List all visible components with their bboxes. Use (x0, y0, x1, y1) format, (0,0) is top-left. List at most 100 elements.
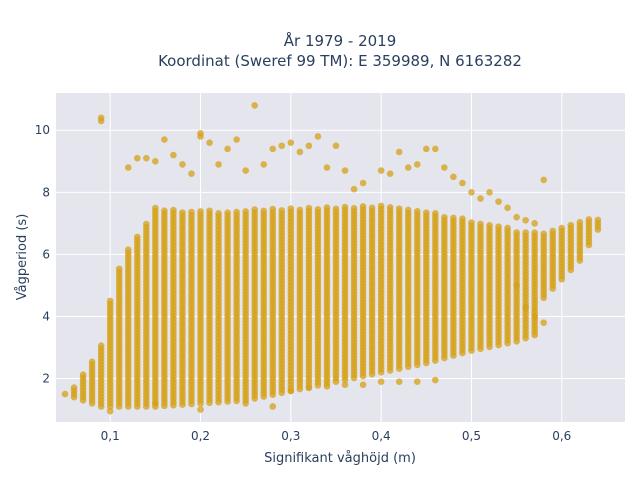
data-point (124, 246, 132, 253)
data-point (395, 205, 403, 212)
chart-subtitle: Koordinat (Sweref 99 TM): E 359989, N 61… (158, 52, 522, 70)
data-point (341, 167, 349, 174)
data-point (368, 204, 376, 212)
data-point (314, 133, 322, 140)
data-point (97, 342, 105, 349)
data-point (423, 145, 430, 153)
data-point (332, 205, 340, 213)
data-point (522, 216, 529, 224)
data-point (314, 206, 322, 213)
data-point (124, 164, 132, 171)
data-point (558, 224, 566, 232)
data-point (323, 164, 331, 171)
data-point (531, 229, 538, 236)
data-point (459, 215, 466, 222)
data-point (359, 203, 367, 210)
data-point (161, 207, 168, 214)
x-tick-label: 0,1 (101, 429, 120, 443)
data-point (278, 142, 286, 150)
y-tick-label: 8 (42, 185, 50, 199)
data-points (61, 102, 602, 415)
data-point (161, 136, 168, 143)
data-point (377, 202, 385, 210)
data-point (540, 230, 548, 238)
data-point (404, 206, 412, 214)
data-point (88, 358, 96, 366)
data-point (450, 173, 457, 181)
data-point (495, 223, 502, 230)
data-point (432, 210, 439, 217)
data-point (133, 154, 141, 162)
data-point (486, 189, 493, 196)
data-point (133, 233, 141, 241)
y-tick-labels: 2 4 6 8 10 (35, 123, 50, 385)
data-point (287, 139, 295, 146)
data-point (576, 218, 584, 226)
data-point (179, 161, 186, 168)
data-point (170, 206, 177, 214)
data-point (242, 400, 249, 407)
data-point (296, 206, 304, 214)
data-point (170, 151, 177, 159)
data-point (495, 198, 502, 205)
x-tick-label: 0,3 (281, 429, 300, 443)
data-point (567, 221, 575, 229)
data-point (143, 220, 150, 228)
data-point (450, 214, 457, 222)
data-point (413, 161, 421, 168)
data-point (477, 220, 484, 228)
data-point (106, 407, 114, 415)
data-point (504, 224, 511, 232)
data-point (296, 148, 304, 156)
data-point (504, 204, 511, 212)
data-point (350, 205, 358, 212)
data-point (215, 210, 222, 217)
data-point (323, 204, 331, 211)
data-point (513, 213, 520, 221)
data-point (287, 387, 295, 395)
data-point (377, 378, 385, 385)
y-tick-label: 4 (42, 309, 50, 323)
data-point (513, 282, 520, 289)
plot-area (56, 93, 625, 422)
data-point (522, 303, 529, 311)
data-point (432, 145, 439, 153)
x-tick-label: 0,2 (191, 429, 210, 443)
data-point (61, 390, 69, 398)
data-point (242, 167, 249, 174)
data-point (152, 204, 159, 212)
data-point (477, 195, 484, 202)
data-point (115, 265, 123, 273)
data-point (459, 179, 466, 187)
data-point (305, 204, 313, 212)
data-point (206, 207, 213, 215)
data-point (350, 185, 358, 193)
data-point (287, 205, 295, 212)
data-point (179, 209, 186, 216)
data-point (323, 383, 331, 390)
data-point (269, 145, 277, 153)
data-point (332, 142, 340, 150)
data-point (143, 154, 150, 162)
data-point (79, 371, 87, 378)
data-point (341, 203, 349, 211)
data-point (341, 381, 349, 389)
data-point (188, 208, 195, 216)
data-point (441, 164, 448, 171)
data-point (97, 114, 105, 122)
data-point (585, 216, 593, 223)
x-axis-label: Signifikant våghöjd (m) (264, 451, 416, 466)
data-point (395, 378, 403, 385)
x-tick-label: 0,4 (372, 429, 391, 443)
data-point (531, 220, 538, 227)
data-point (305, 384, 313, 392)
data-point (242, 208, 249, 215)
data-point (513, 229, 520, 236)
data-point (359, 381, 367, 389)
data-point (269, 205, 277, 213)
data-point (206, 139, 213, 146)
data-point (386, 203, 394, 211)
data-point (404, 164, 412, 171)
data-point (305, 142, 313, 150)
